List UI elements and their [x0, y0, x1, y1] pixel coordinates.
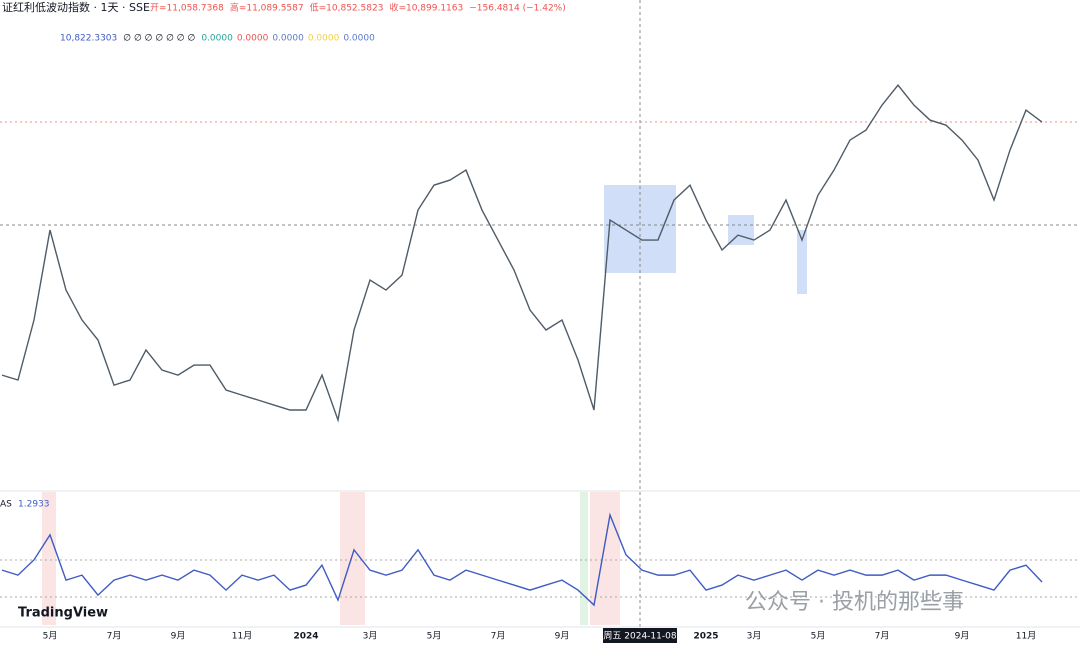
ohlc-value: 开=11,058.7368	[150, 3, 224, 14]
crosshair-label-box	[603, 628, 677, 643]
symbol-title: 证红利低波动指数 · 1天 · SSE	[2, 0, 150, 14]
x-tick-label: 5月	[427, 631, 442, 642]
ohlc-value: 收=10,899.1163	[389, 2, 463, 14]
ohlc-value: 低=10,852.5823	[310, 2, 384, 14]
x-tick-label: 3月	[363, 631, 378, 642]
x-tick-label: 11月	[232, 631, 252, 642]
x-tick-label: 7月	[491, 631, 506, 642]
signal-band	[580, 492, 588, 625]
series-line	[1, 512, 1043, 607]
highlight-zone	[797, 230, 807, 294]
indicator-value: 1.2933	[18, 500, 50, 510]
ma-value: 10,822.3303	[60, 34, 117, 44]
x-tick-label: 9月	[171, 631, 186, 642]
x-tick-label: 7月	[875, 631, 890, 642]
indicator-name: AS	[0, 500, 12, 510]
header: 证红利低波动指数 · 1天 · SSE	[2, 0, 150, 14]
signal-band	[42, 492, 56, 625]
x-tick-label: 2024	[293, 632, 318, 642]
indicator-zero: 0.0000	[308, 34, 340, 44]
x-tick-label: 5月	[811, 631, 826, 642]
x-tick-label: 3月	[747, 631, 762, 642]
indicator-zero: 0.0000	[201, 34, 233, 44]
indicator-zero: 0.0000	[272, 34, 304, 44]
watermark: 公众号 · 投机的那些事	[745, 590, 964, 615]
x-tick-label: 7月	[107, 631, 122, 642]
brand: TradingView	[18, 606, 108, 621]
series-line	[1, 84, 1043, 423]
crosshair-label: 周五 2024-11-08	[603, 631, 676, 642]
x-tick-label: 9月	[955, 631, 970, 642]
x-tick-label: 2025	[693, 632, 718, 642]
indicator-zero: 0.0000	[343, 34, 375, 44]
x-tick-label: 5月	[43, 631, 58, 642]
ohlc-value: 高=11,089.5587	[230, 2, 304, 14]
empty-marks: ∅ ∅ ∅ ∅ ∅ ∅ ∅	[123, 34, 195, 44]
indicator-zero: 0.0000	[237, 34, 269, 44]
x-tick-label: 9月	[555, 631, 570, 642]
x-tick-label: 11月	[1016, 631, 1036, 642]
ohlc-value: −156.4814 (−1.42%)	[469, 4, 566, 14]
